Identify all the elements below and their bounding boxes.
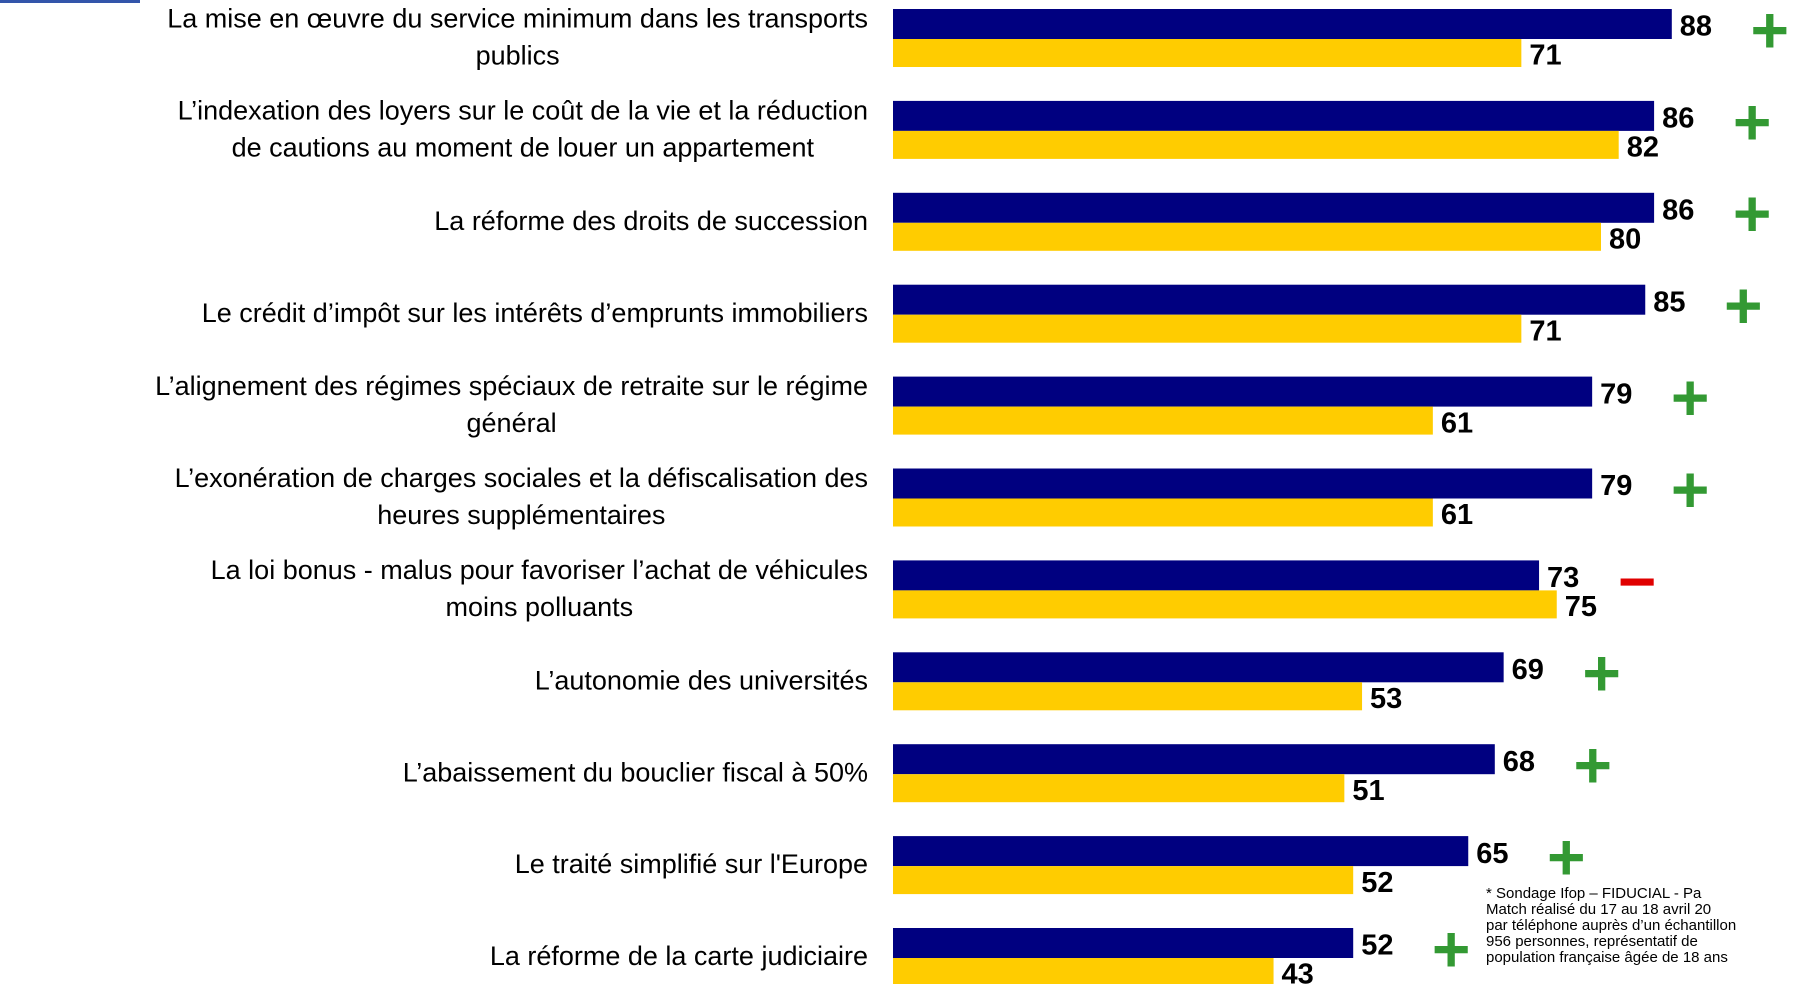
category-label: Le traité simplifié sur l'Europe xyxy=(515,849,868,879)
value-label: 52 xyxy=(1361,867,1393,899)
bar xyxy=(893,836,1469,867)
corner-decoration xyxy=(0,0,140,3)
bar xyxy=(893,590,1557,619)
value-label: 85 xyxy=(1653,286,1685,318)
footnote-line: * Sondage Ifop – FIDUCIAL - Pa xyxy=(1486,885,1702,902)
change-sign: + xyxy=(1751,0,1790,66)
value-label: 79 xyxy=(1600,378,1632,410)
value-label: 43 xyxy=(1282,959,1314,984)
change-sign: + xyxy=(1582,636,1621,710)
bar xyxy=(893,130,1619,159)
bar xyxy=(893,774,1345,803)
footnote-line: Match réalisé du 17 au 18 avril 20 xyxy=(1486,901,1711,918)
value-label: 69 xyxy=(1512,654,1544,686)
bar xyxy=(893,39,1522,67)
category-label: La réforme de la carte judiciaire xyxy=(490,941,868,971)
category-label: La mise en œuvre du service minimum dans… xyxy=(167,4,868,34)
bar xyxy=(893,652,1504,683)
bar xyxy=(893,928,1354,958)
value-label: 68 xyxy=(1503,746,1535,778)
value-label: 80 xyxy=(1609,223,1641,255)
bar xyxy=(893,222,1601,251)
footnote-line: 956 personnes, représentatif de xyxy=(1486,933,1698,950)
value-label: 88 xyxy=(1680,11,1712,43)
change-sign: + xyxy=(1733,84,1772,158)
value-label: 75 xyxy=(1565,591,1597,623)
category-label: général xyxy=(467,408,557,438)
bar xyxy=(893,192,1655,223)
change-sign: + xyxy=(1432,911,1471,984)
category-label: L’indexation des loyers sur le coût de l… xyxy=(178,96,868,126)
category-label: Le crédit d’impôt sur les intérêts d’emp… xyxy=(202,298,868,328)
bar xyxy=(893,406,1433,435)
bar xyxy=(893,498,1433,527)
bar xyxy=(893,958,1274,984)
value-label: 65 xyxy=(1476,838,1508,870)
change-sign: − xyxy=(1618,544,1657,618)
footnote-line: population française âgée de 18 ans xyxy=(1486,949,1728,966)
value-label: 53 xyxy=(1370,683,1402,715)
value-label: 52 xyxy=(1361,930,1393,962)
category-label: de cautions au moment de louer un appart… xyxy=(232,133,815,163)
bar xyxy=(893,744,1495,775)
category-label: La loi bonus - malus pour favoriser l’ac… xyxy=(211,555,868,585)
category-label: L’alignement des régimes spéciaux de ret… xyxy=(155,371,868,401)
value-label: 86 xyxy=(1662,194,1694,226)
change-sign: + xyxy=(1724,268,1763,342)
value-label: 61 xyxy=(1441,407,1473,439)
bar xyxy=(893,314,1522,343)
category-label: L’autonomie des universités xyxy=(535,665,868,695)
category-label: L’abaissement du bouclier fiscal à 50% xyxy=(403,757,868,787)
change-sign: + xyxy=(1547,820,1586,894)
bar xyxy=(893,9,1672,39)
bar xyxy=(893,100,1655,131)
bar xyxy=(893,376,1593,407)
category-label: L’exonération de charges sociales et la … xyxy=(175,463,868,493)
category-label: publics xyxy=(476,41,560,71)
value-label: 71 xyxy=(1529,40,1561,72)
change-sign: + xyxy=(1733,176,1772,250)
footnote-line: par téléphone auprès d’un échantillon xyxy=(1486,917,1736,934)
change-sign: + xyxy=(1574,728,1613,802)
value-label: 86 xyxy=(1662,103,1694,135)
category-label: heures supplémentaires xyxy=(377,500,665,530)
bar xyxy=(893,468,1593,499)
value-label: 79 xyxy=(1600,470,1632,502)
change-sign: + xyxy=(1671,360,1710,434)
value-label: 73 xyxy=(1547,562,1579,594)
value-label: 71 xyxy=(1529,315,1561,347)
value-label: 82 xyxy=(1627,132,1659,164)
bar xyxy=(893,560,1540,591)
bar xyxy=(893,682,1363,711)
value-label: 61 xyxy=(1441,499,1473,531)
category-label: La réforme des droits de succession xyxy=(434,206,868,236)
bar xyxy=(893,284,1646,315)
value-label: 51 xyxy=(1352,775,1384,807)
bar xyxy=(893,866,1354,895)
change-sign: + xyxy=(1671,452,1710,526)
category-label: moins polluants xyxy=(446,592,634,622)
